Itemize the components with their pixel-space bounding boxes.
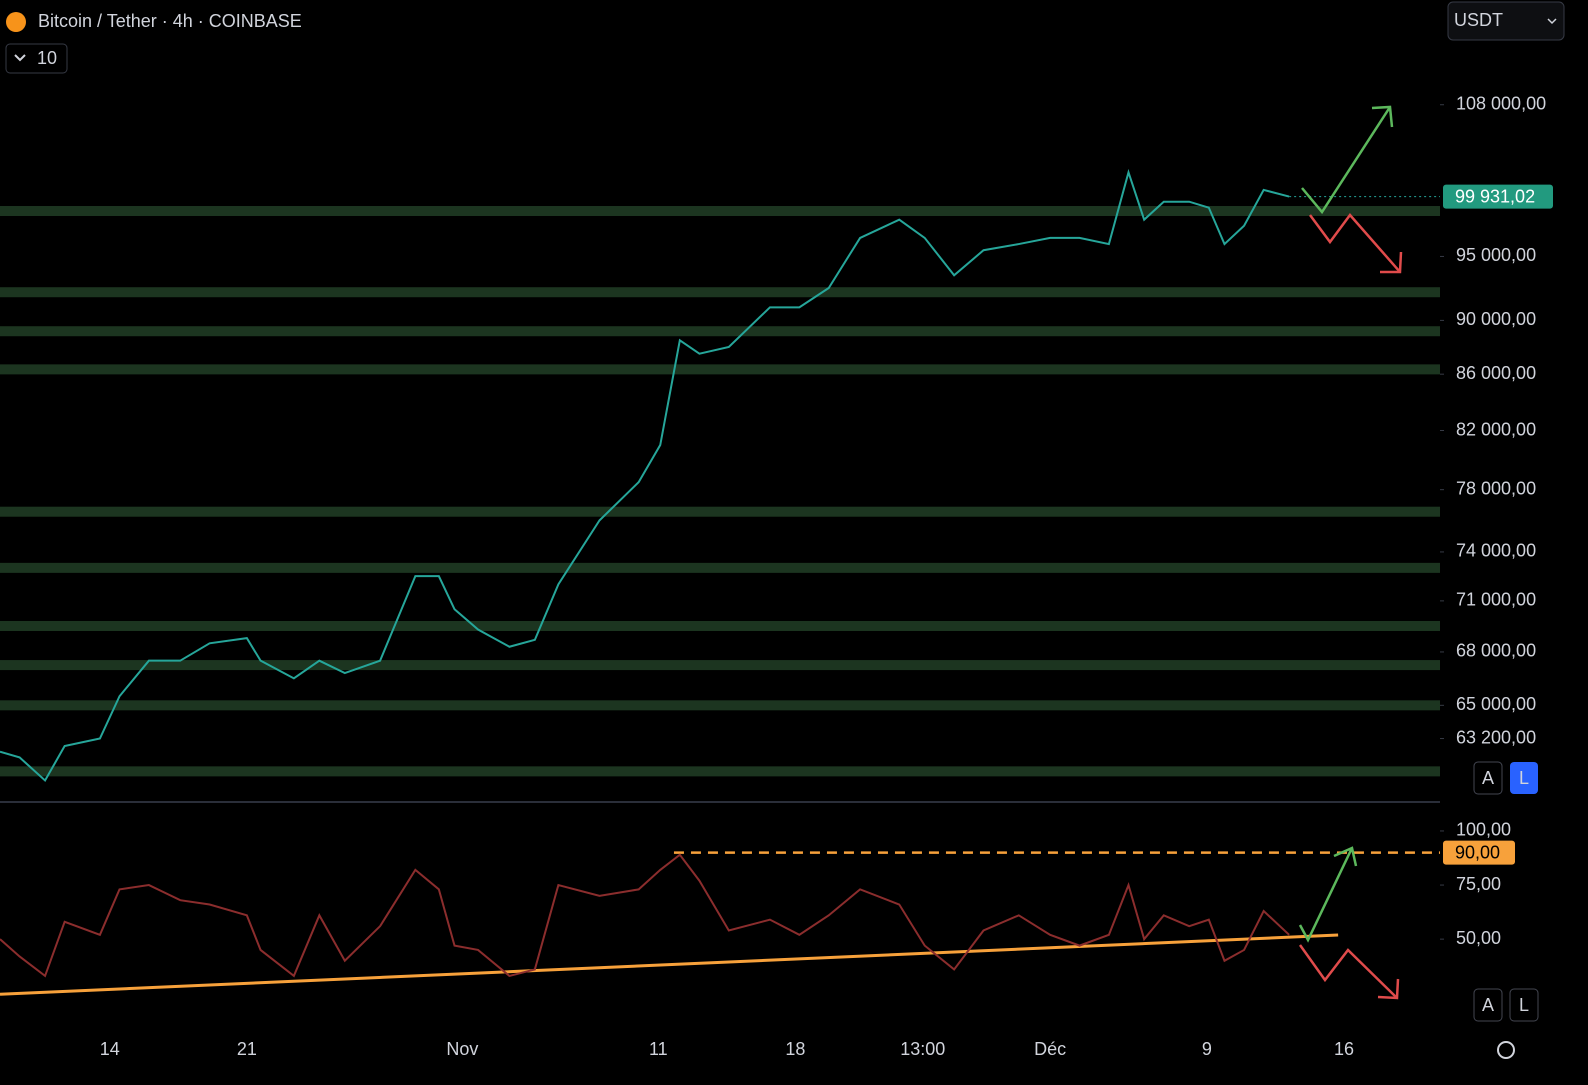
- last-price-badge: [1443, 184, 1553, 209]
- reference-label: 90,00: [1455, 842, 1500, 862]
- annotations: [1298, 105, 1403, 1000]
- x-tick-label: Nov: [446, 1039, 478, 1059]
- last-price-label: 99 931,02: [1455, 186, 1535, 206]
- chevron: [14, 54, 26, 62]
- y-tick-label: 71 000,00: [1456, 590, 1536, 610]
- x-tick-label: 11: [649, 1039, 668, 1059]
- settings-icon[interactable]: [1497, 1041, 1515, 1059]
- arrow-head: [1333, 846, 1358, 867]
- support-level: [0, 364, 1440, 375]
- arrow-head: [1371, 105, 1394, 128]
- support-level: [0, 287, 1440, 298]
- arrow-head: [1377, 978, 1400, 1000]
- coin-icon: [6, 12, 26, 32]
- y-tick-label: 108 000,00: [1456, 93, 1546, 113]
- up-arrow: [1298, 847, 1354, 943]
- chart-title: Bitcoin / Tether · 4h · COINBASE: [38, 11, 302, 31]
- support-level: [0, 562, 1440, 573]
- y-tick-label: 63 200,00: [1456, 727, 1536, 747]
- arrow-head: [1380, 251, 1403, 274]
- chevron: [1547, 18, 1557, 25]
- y-tick-label: 68 000,00: [1456, 641, 1536, 661]
- currency-label: USDT: [1454, 10, 1503, 30]
- support-level: [0, 766, 1440, 777]
- x-tick-label: 9: [1202, 1039, 1212, 1059]
- log-button[interactable]: [1510, 762, 1538, 794]
- y-tick-label: 82 000,00: [1456, 419, 1536, 439]
- y-tick-label: 86 000,00: [1456, 363, 1536, 383]
- support-level: [0, 206, 1440, 217]
- y-tick-label: 75,00: [1456, 874, 1501, 894]
- y-tick-label: 74 000,00: [1456, 541, 1536, 561]
- reference-badge: [1443, 840, 1515, 865]
- x-tick-label: 18: [785, 1039, 805, 1059]
- x-tick-label: 16: [1334, 1039, 1354, 1059]
- log-button[interactable]: [1509, 988, 1539, 1022]
- indicator-count: 10: [37, 48, 57, 68]
- plot-layer: 108 000,00 95 000,00 90 000,00 86 000,00 82 …: [0, 93, 1553, 1059]
- auto-button[interactable]: [1473, 988, 1503, 1022]
- y-tick-label: 65 000,00: [1456, 694, 1536, 714]
- y-tick-label: 100,00: [1456, 820, 1511, 840]
- y-tick-label: 78 000,00: [1456, 478, 1536, 498]
- auto-label: A: [1482, 768, 1494, 788]
- down-arrow: [1308, 213, 1401, 273]
- support-level: [0, 620, 1440, 631]
- price-line: [0, 168, 1290, 783]
- auto-button[interactable]: [1473, 761, 1503, 795]
- currency-select[interactable]: [1447, 1, 1565, 41]
- x-tick-label: 14: [100, 1039, 120, 1059]
- x-tick-label: 21: [237, 1039, 257, 1059]
- down-arrow: [1298, 944, 1398, 999]
- up-arrow: [1301, 106, 1392, 215]
- price-line: [0, 853, 1290, 978]
- trendline: [0, 933, 1339, 996]
- indicator-toggle[interactable]: [5, 43, 68, 74]
- x-tick-label: 13:00: [900, 1039, 945, 1059]
- log-label: L: [1519, 768, 1529, 788]
- support-level: [0, 506, 1440, 517]
- y-tick-label: 95 000,00: [1456, 245, 1536, 265]
- log-label: L: [1519, 995, 1529, 1015]
- y-tick-label: 90 000,00: [1456, 309, 1536, 329]
- support-level: [0, 326, 1440, 337]
- x-tick-label: Déc: [1034, 1039, 1066, 1059]
- y-tick-label: 50,00: [1456, 928, 1501, 948]
- support-level: [0, 660, 1440, 671]
- pane-buttons: A L A L: [1473, 761, 1539, 1022]
- auto-label: A: [1482, 995, 1494, 1015]
- support-level: [0, 700, 1440, 711]
